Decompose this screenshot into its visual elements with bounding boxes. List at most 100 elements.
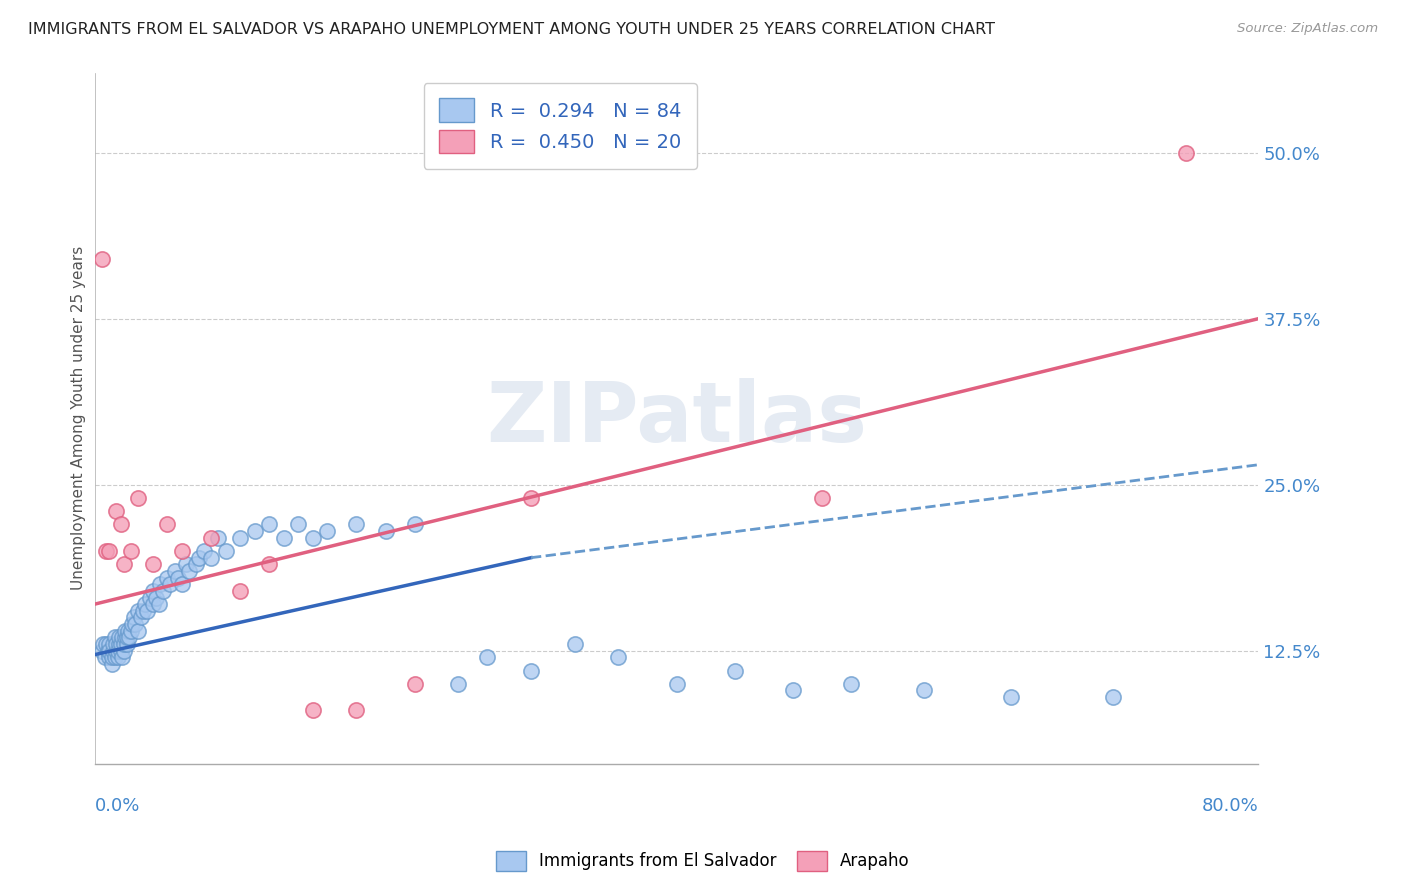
Point <box>103 643 125 657</box>
Point <box>111 631 134 645</box>
Point <box>665 677 688 691</box>
Point <box>1174 145 1197 160</box>
Point <box>134 597 156 611</box>
Point <box>316 524 339 538</box>
Point <box>118 631 141 645</box>
Text: ZIPatlas: ZIPatlas <box>486 377 868 458</box>
Point <box>1000 690 1022 705</box>
Point <box>115 637 138 651</box>
Point <box>142 597 165 611</box>
Point <box>1102 690 1125 705</box>
Point <box>257 517 280 532</box>
Point <box>90 252 112 266</box>
Point <box>105 643 128 657</box>
Point <box>121 617 143 632</box>
Y-axis label: Unemployment Among Youth under 25 years: Unemployment Among Youth under 25 years <box>72 246 86 591</box>
Point <box>110 643 132 657</box>
Point <box>156 517 179 532</box>
Point <box>98 637 121 651</box>
Point <box>811 491 834 505</box>
Point <box>98 650 121 665</box>
Point <box>98 643 121 657</box>
Point <box>112 558 135 572</box>
Point <box>97 643 120 657</box>
Point <box>148 597 170 611</box>
Point <box>301 531 323 545</box>
Point <box>115 631 138 645</box>
Point <box>912 683 935 698</box>
Point <box>166 571 188 585</box>
Point <box>117 624 139 638</box>
Point <box>107 650 129 665</box>
Point <box>101 650 124 665</box>
Point <box>120 544 142 558</box>
Point <box>91 637 114 651</box>
Point <box>104 631 127 645</box>
Point <box>346 517 368 532</box>
Point <box>163 564 186 578</box>
Point <box>110 517 132 532</box>
Point <box>142 583 165 598</box>
Point <box>107 643 129 657</box>
Point <box>477 650 499 665</box>
Point <box>839 677 862 691</box>
Legend: R =  0.294   N = 84, R =  0.450   N = 20: R = 0.294 N = 84, R = 0.450 N = 20 <box>423 83 696 169</box>
Point <box>447 677 470 691</box>
Point <box>229 583 252 598</box>
Point <box>287 517 309 532</box>
Point <box>142 558 165 572</box>
Point <box>108 631 131 645</box>
Point <box>111 650 134 665</box>
Point <box>90 643 112 657</box>
Point <box>131 604 153 618</box>
Point <box>159 577 181 591</box>
Point <box>124 617 146 632</box>
Point <box>200 531 222 545</box>
Point <box>112 643 135 657</box>
Point <box>103 637 125 651</box>
Point <box>257 558 280 572</box>
Point <box>110 637 132 651</box>
Point <box>136 604 159 618</box>
Point <box>96 544 118 558</box>
Point <box>105 504 128 518</box>
Point <box>170 544 193 558</box>
Point <box>156 571 179 585</box>
Point <box>207 531 229 545</box>
Point <box>782 683 804 698</box>
Point <box>520 664 543 678</box>
Point <box>179 564 201 578</box>
Point <box>243 524 266 538</box>
Point <box>229 531 252 545</box>
Point <box>200 550 222 565</box>
Point <box>346 703 368 717</box>
Point <box>214 544 236 558</box>
Point <box>149 577 172 591</box>
Point <box>108 637 131 651</box>
Point <box>114 624 136 638</box>
Point <box>188 550 211 565</box>
Point <box>112 637 135 651</box>
Point <box>127 491 149 505</box>
Point <box>152 583 174 598</box>
Point <box>122 610 145 624</box>
Point <box>174 558 197 572</box>
Point <box>404 517 426 532</box>
Point <box>273 531 295 545</box>
Point <box>127 624 149 638</box>
Point <box>120 624 142 638</box>
Point <box>129 610 152 624</box>
Point <box>607 650 630 665</box>
Point <box>96 637 118 651</box>
Point <box>186 558 208 572</box>
Text: 80.0%: 80.0% <box>1202 797 1258 814</box>
Text: 0.0%: 0.0% <box>94 797 141 814</box>
Point <box>105 637 128 651</box>
Point <box>170 577 193 591</box>
Point <box>101 657 124 671</box>
Text: Source: ZipAtlas.com: Source: ZipAtlas.com <box>1237 22 1378 36</box>
Text: IMMIGRANTS FROM EL SALVADOR VS ARAPAHO UNEMPLOYMENT AMONG YOUTH UNDER 25 YEARS C: IMMIGRANTS FROM EL SALVADOR VS ARAPAHO U… <box>28 22 995 37</box>
Point <box>301 703 323 717</box>
Point <box>127 604 149 618</box>
Point <box>520 491 543 505</box>
